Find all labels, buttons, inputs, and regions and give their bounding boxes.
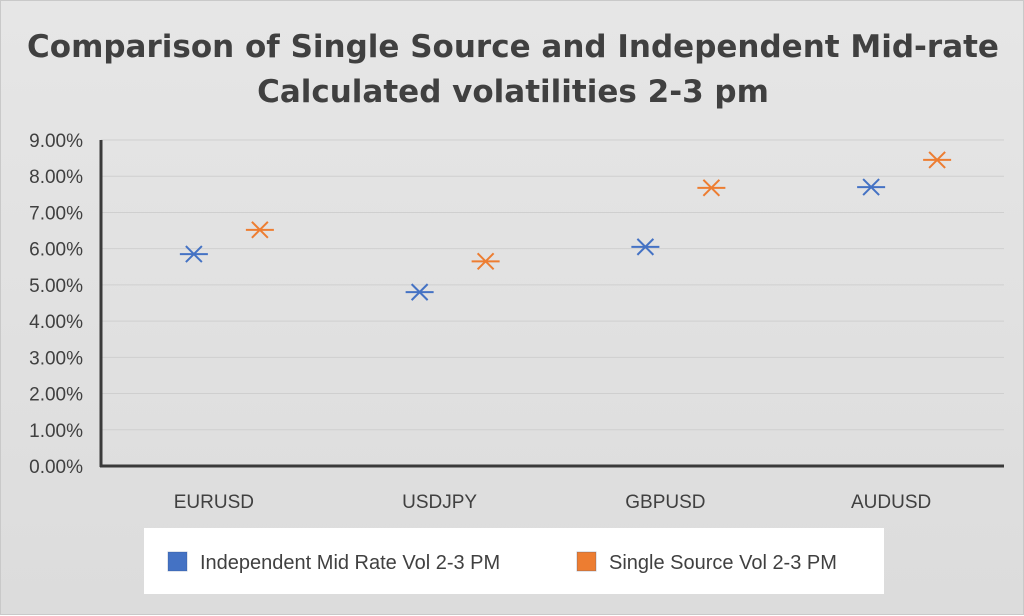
data-point-marker: [923, 151, 952, 169]
marker-cross-b: [928, 151, 946, 169]
legend-label: Single Source Vol 2-3 PM: [609, 552, 837, 574]
axes: [99, 140, 1004, 468]
legend-label: Independent Mid Rate Vol 2-3 PM: [200, 552, 500, 574]
y-tick-label: 4.00%: [29, 312, 83, 333]
legend-box: [144, 528, 884, 594]
chart-title-line-2: Calculated volatilities 2-3 pm: [257, 74, 769, 110]
marker-cross-b: [702, 179, 721, 197]
y-tick-label: 2.00%: [29, 385, 83, 406]
y-axis-tick-labels: 0.00% 1.00% 2.00% 3.00% 4.00% 5.00% 6.00% 7.00%…: [29, 131, 83, 478]
y-tick-label: 1.00%: [29, 421, 83, 442]
legend: Independent Mid Rate Vol 2-3 PM Single So…: [144, 528, 884, 594]
marker-cross-b: [862, 178, 880, 196]
y-tick-label: 7.00%: [29, 203, 83, 224]
y-tick-label: 5.00%: [29, 276, 83, 297]
y-tick-label: 9.00%: [29, 131, 83, 152]
marker-cross-b: [251, 221, 269, 239]
marker-cross-b: [185, 245, 203, 263]
marker-cross-b: [410, 283, 429, 301]
legend-swatch: [576, 551, 597, 572]
legend-swatch: [167, 551, 188, 572]
x-category-label: GBPUSD: [625, 492, 705, 513]
gridlines: [101, 139, 1004, 431]
chart-title: Comparison of Single Source and Independ…: [27, 29, 999, 110]
data-point-marker: [405, 283, 434, 301]
data-point-marker: [631, 238, 660, 256]
marker-cross-b: [476, 252, 495, 271]
x-axis-category-labels: EURUSD USDJPY GBPUSD AUDUSD: [174, 492, 931, 513]
y-tick-label: 6.00%: [29, 240, 83, 261]
chart-title-line-1: Comparison of Single Source and Independ…: [27, 29, 999, 65]
data-point-marker: [697, 179, 726, 197]
x-category-label: USDJPY: [402, 492, 477, 513]
data-point-marker: [857, 178, 886, 196]
data-point-marker: [471, 252, 500, 271]
data-point-marker: [245, 221, 274, 239]
y-tick-label: 8.00%: [29, 167, 83, 188]
x-category-label: EURUSD: [174, 492, 254, 513]
marker-cross-b: [636, 238, 655, 256]
data-markers: [179, 151, 952, 301]
x-category-label: AUDUSD: [851, 492, 931, 513]
data-point-marker: [179, 245, 208, 263]
y-tick-label: 0.00%: [29, 457, 83, 478]
y-tick-label: 3.00%: [29, 348, 83, 369]
